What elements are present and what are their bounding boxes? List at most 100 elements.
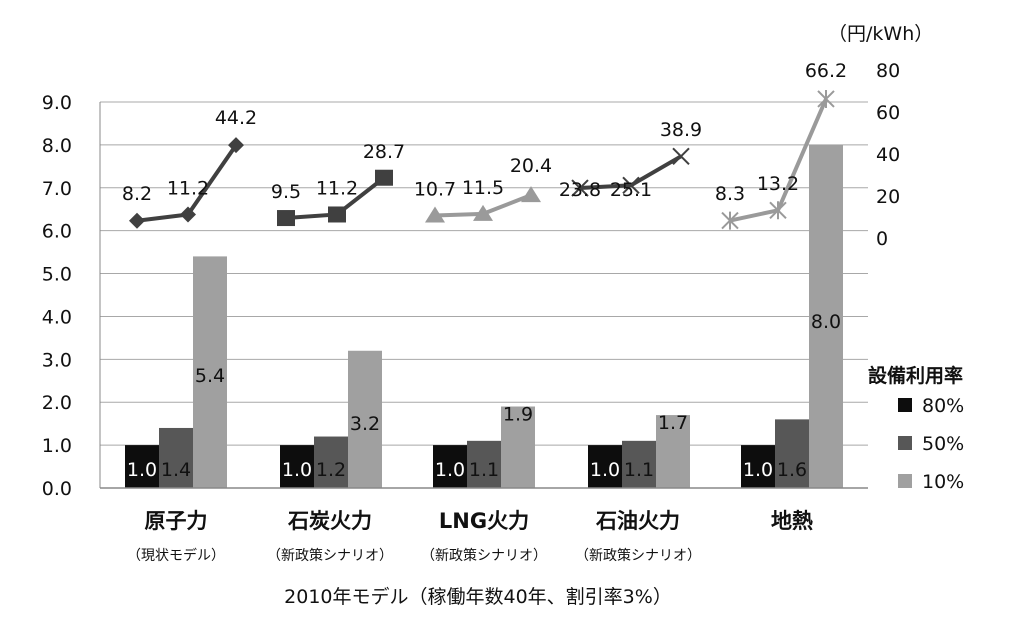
bar-value-label: 5.4 (195, 365, 225, 387)
bar-value-label: 1.0 (127, 459, 157, 481)
bar-value-label: 8.0 (811, 311, 841, 333)
bar-value-label: 1.1 (469, 459, 499, 481)
bar (775, 419, 809, 488)
category-label: 原子力 (145, 509, 208, 533)
y-tick-label: 6.0 (42, 221, 72, 243)
line-value-label: 20.4 (510, 155, 552, 177)
category-sublabel: （新政策シナリオ） (421, 547, 547, 564)
bar (433, 445, 467, 488)
y-tick-label: 1.0 (42, 435, 72, 457)
bar (467, 440, 501, 488)
line-value-label: 23.8 (559, 179, 601, 201)
category-label: 地熱 (771, 509, 813, 533)
y-tick-label: 9.0 (42, 92, 72, 114)
bar (348, 350, 382, 488)
axes: 0.0 1.0 2.0 3.0 4.0 5.0 6.0 7.0 8.0 9.0 0 20 40 60 80 （… (42, 23, 933, 608)
line-point (817, 89, 835, 108)
bar (622, 440, 656, 488)
line-point (375, 169, 393, 186)
y2-tick-label: 40 (876, 144, 900, 166)
bar-value-label: 1.0 (282, 459, 312, 481)
y-tick-label: 5.0 (42, 264, 72, 286)
line-point (473, 204, 493, 221)
bar (588, 445, 622, 488)
legend-swatch (898, 474, 912, 488)
line-point (277, 210, 295, 227)
y2-tick-label: 20 (876, 186, 900, 208)
legend: 設備利用率 80% 50% 10% (868, 364, 964, 493)
line-point (425, 206, 445, 223)
y-tick-label: 4.0 (42, 306, 72, 328)
line-value-label: 28.7 (363, 141, 405, 163)
line-point (521, 186, 541, 203)
bar-value-label: 1.9 (503, 404, 533, 426)
line-value-label: 13.2 (757, 173, 799, 195)
bar (125, 445, 159, 488)
line-point (328, 206, 346, 223)
line-value-label: 38.9 (660, 119, 702, 141)
y-tick-label: 7.0 (42, 178, 72, 200)
y2-tick-label: 60 (876, 102, 900, 124)
line-point (672, 147, 690, 166)
bar-value-label: 1.7 (658, 412, 688, 434)
legend-label: 10% (922, 471, 964, 493)
bar (314, 436, 348, 488)
line-point (180, 206, 196, 223)
bar (809, 144, 843, 488)
line-value-label: 11.5 (462, 177, 504, 199)
line-value-label: 10.7 (414, 179, 456, 201)
line-point (571, 179, 589, 197)
bar-value-label: 1.1 (624, 459, 654, 481)
line-series (129, 89, 835, 230)
legend-swatch (898, 398, 912, 412)
bar (159, 427, 193, 488)
line-point (769, 201, 787, 220)
line-value-label: 9.5 (271, 181, 301, 203)
line-value-label: 11.2 (167, 177, 209, 199)
bar-value-label: 1.4 (161, 459, 191, 481)
line-value-label: 66.2 (805, 60, 847, 82)
bar (193, 256, 227, 488)
line-point (228, 137, 244, 154)
x-axis-label: 2010年モデル（稼働年数40年、割引率3%） (284, 586, 672, 608)
bar (656, 415, 690, 488)
bar (280, 445, 314, 488)
bar (501, 406, 535, 488)
bar (741, 445, 775, 488)
line-value-label: 8.2 (122, 183, 152, 205)
legend-label: 80% (922, 395, 964, 417)
y2-tick-label: 80 (876, 60, 900, 82)
y-tick-label: 2.0 (42, 392, 72, 414)
category-label: 石炭火力 (287, 509, 372, 533)
legend-swatch (898, 436, 912, 450)
bar-value-label: 1.0 (743, 459, 773, 481)
data-labels: 1.0 1.0 1.0 1.0 1.01.4 1.2 1.1 1.1 1.65.43.2 1.9 1… (122, 60, 847, 481)
category-sublabel: （新政策シナリオ） (267, 547, 393, 564)
line-point (622, 176, 640, 194)
bar-value-label: 1.0 (590, 459, 620, 481)
bars (125, 144, 843, 488)
bar-value-label: 1.2 (316, 459, 346, 481)
category-label: 石油火力 (595, 509, 680, 533)
y-tick-label: 3.0 (42, 349, 72, 371)
bar-value-label: 1.6 (777, 459, 807, 481)
y2-tick-label: 0 (876, 228, 888, 250)
gridlines (100, 101, 868, 446)
line-value-label: 8.3 (715, 183, 745, 205)
bar-value-label: 1.0 (435, 459, 465, 481)
category-sublabel: （新政策シナリオ） (575, 547, 701, 564)
category-label: LNG火力 (439, 509, 529, 533)
bar-value-label: 3.2 (350, 413, 380, 435)
line-point (129, 212, 145, 229)
y-tick-label: 8.0 (42, 135, 72, 157)
line-value-label: 44.2 (215, 107, 257, 129)
line-value-label: 25.1 (610, 179, 652, 201)
category-sublabel: （現状モデル） (127, 547, 225, 564)
y2-unit-label: （円/kWh） (828, 23, 933, 45)
y-tick-label: 0.0 (42, 478, 72, 500)
line-value-label: 11.2 (316, 177, 358, 199)
legend-label: 50% (922, 433, 964, 455)
legend-title: 設備利用率 (868, 364, 963, 387)
line-point (721, 211, 739, 230)
